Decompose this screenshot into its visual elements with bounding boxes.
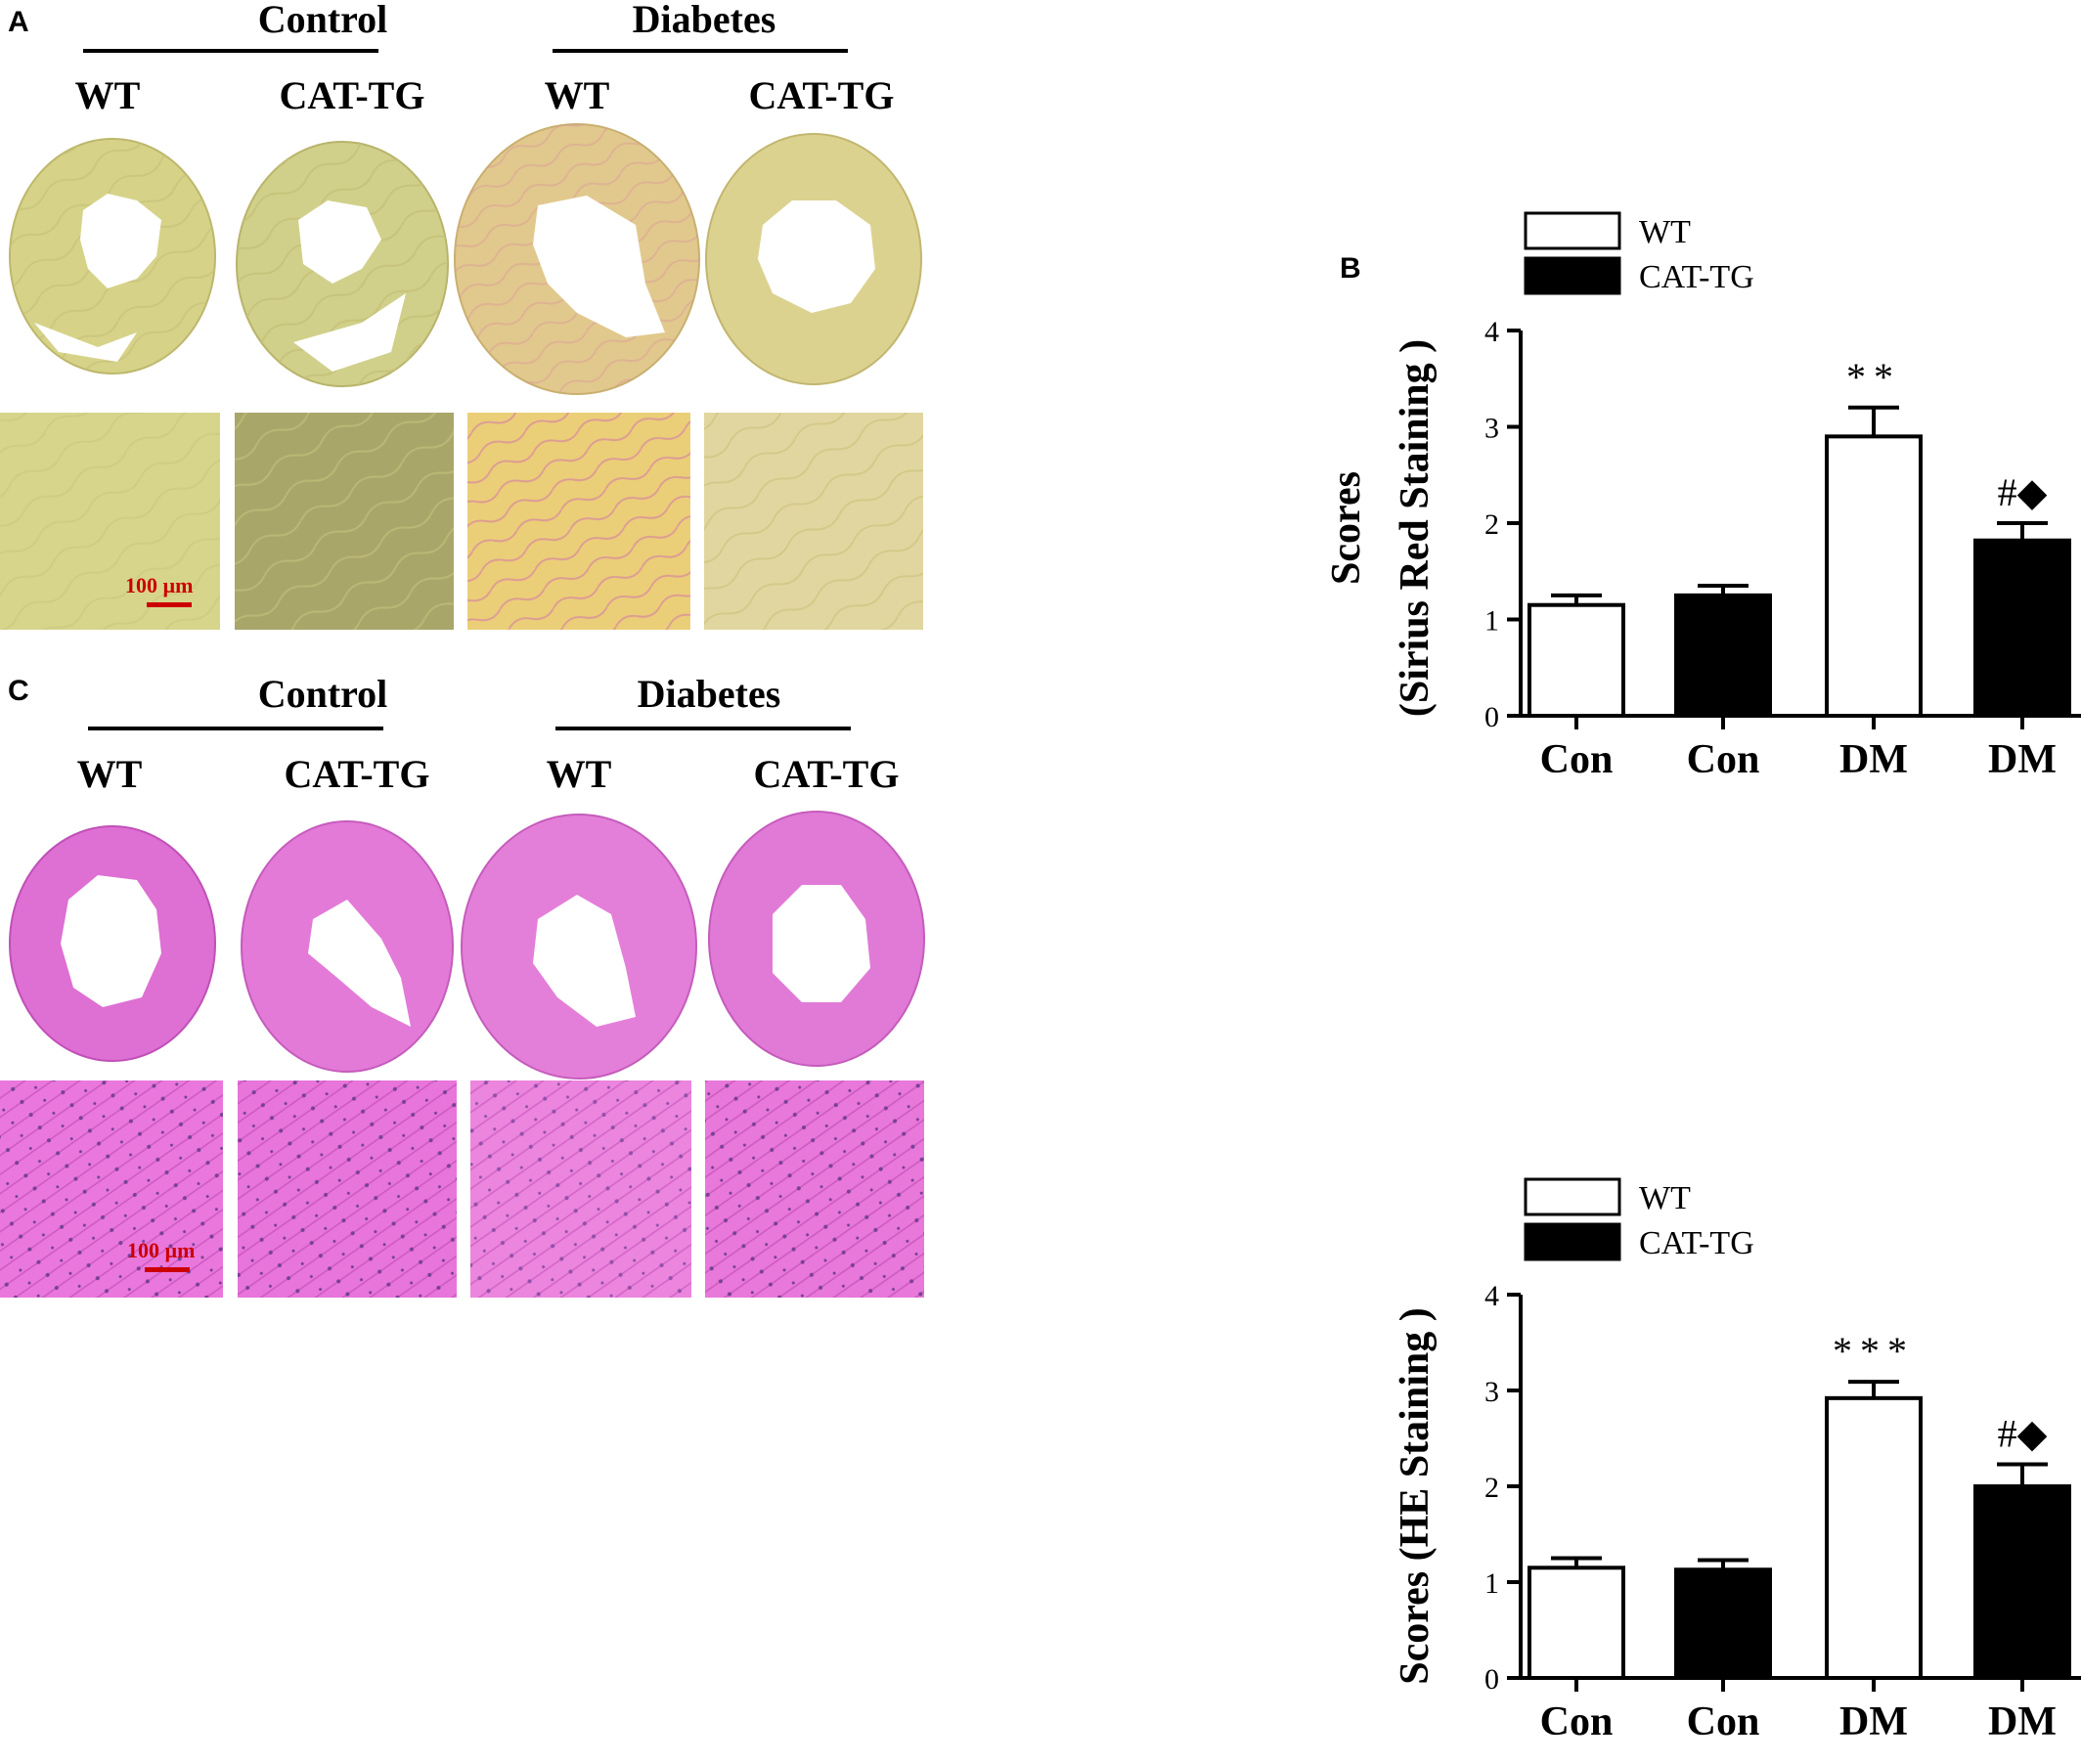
scale-bar-a [147,602,192,607]
legend-swatch-cat-tg [1524,1222,1621,1261]
bar-wt-2 [1825,1395,1923,1680]
heart-section-a-wt-control [9,138,216,375]
y-tick-label: 0 [1484,701,1499,733]
micrograph-a-cattg-diabetes [704,413,923,630]
y-tick-label: 0 [1484,1663,1499,1696]
sub-label-cattg-diabetes-c: CAT-TG [753,752,900,796]
scale-bar-c [145,1267,190,1272]
category-label: DM [1988,737,2057,782]
bar-cat-tg-1 [1674,1567,1772,1681]
y-axis-label: Scores (HE Staining ) [1393,1307,1438,1684]
bar-cat-tg-1 [1674,593,1772,718]
group-rule-diabetes-c [555,727,851,730]
scale-bar-label-a: 100 µm [125,573,194,597]
micrograph-c-cattg-diabetes [705,1080,924,1298]
group-title-diabetes: Diabetes [632,0,776,41]
y-tick-label: 4 [1484,316,1499,348]
category-label: Con [1540,737,1614,782]
heart-section-a-cattg-diabetes [705,133,922,385]
bar-wt-0 [1528,602,1625,718]
micrograph-c-cattg-control [238,1080,457,1298]
legend-label: WT [1639,1180,1691,1216]
significance-marker: #◆ [1998,470,2048,514]
category-label: Con [1687,1699,1760,1744]
bar-wt-0 [1528,1566,1625,1681]
heart-section-c-cattg-control [241,820,454,1073]
group-title-control: Control [257,0,388,41]
panel-letter-b: B [1340,252,1361,285]
he-images [0,811,925,1298]
micrograph-a-wt-diabetes [467,413,690,630]
bar-cat-tg-3 [1973,538,2071,718]
category-label: Con [1687,737,1760,782]
category-label: Con [1540,1699,1614,1744]
heart-section-a-wt-diabetes [454,123,700,395]
micrograph-a-cattg-control [235,413,454,630]
group-rule-control [83,49,378,53]
sub-label-wt-control-c: WT [76,752,143,796]
legend-swatch-wt [1524,211,1621,250]
heart-section-c-wt-control [9,825,216,1062]
group-title-control-c: Control [257,672,388,716]
heart-section-c-wt-diabetes [461,814,697,1080]
category-label: DM [1839,737,1908,782]
legend-swatch-wt [1524,1177,1621,1216]
y-tick-label: 4 [1484,1280,1499,1312]
micrograph-c-wt-diabetes [470,1080,691,1298]
heart-section-c-cattg-diabetes [708,811,925,1067]
sub-label-wt-diabetes: WT [544,73,610,117]
significance-marker: #◆ [1998,1411,2048,1455]
y-tick-label: 3 [1484,1376,1499,1408]
panel-letter-a: A [8,6,29,38]
legend-label: WT [1639,214,1691,250]
y-axis-label-line1: Scores [1324,471,1369,585]
sub-label-cattg-diabetes: CAT-TG [748,73,895,117]
legend-label: CAT-TG [1639,259,1754,295]
micrograph-c-wt-control [0,1080,223,1298]
sirius-red-images [0,123,923,630]
group-rule-control-c [88,727,383,730]
legend-swatch-cat-tg [1524,256,1621,295]
category-label: DM [1988,1699,2057,1744]
legend-label: CAT-TG [1639,1225,1754,1261]
y-tick-label: 2 [1484,508,1499,541]
heart-section-a-cattg-control [236,141,449,387]
sub-label-cattg-control-c: CAT-TG [284,752,430,796]
bar-wt-2 [1825,434,1923,718]
y-axis-label-line2: (Sirius Red Staining ) [1393,339,1438,717]
group-rule-diabetes [553,49,848,53]
bar-cat-tg-3 [1973,1484,2071,1680]
significance-marker: *** [1833,1329,1915,1373]
sub-label-wt-control: WT [74,73,141,117]
y-tick-label: 1 [1484,605,1499,638]
y-tick-label: 1 [1484,1567,1499,1600]
sub-label-wt-diabetes-c: WT [546,752,612,796]
sub-label-cattg-control: CAT-TG [279,73,425,117]
group-title-diabetes-c: Diabetes [637,672,781,716]
scale-bar-label-c: 100 µm [127,1238,196,1262]
micrograph-a-wt-control [0,413,220,630]
category-label: DM [1839,1699,1908,1744]
y-tick-label: 3 [1484,413,1499,445]
significance-marker: ** [1846,355,1901,399]
panel-letter-c: C [8,675,29,707]
y-tick-label: 2 [1484,1472,1499,1504]
